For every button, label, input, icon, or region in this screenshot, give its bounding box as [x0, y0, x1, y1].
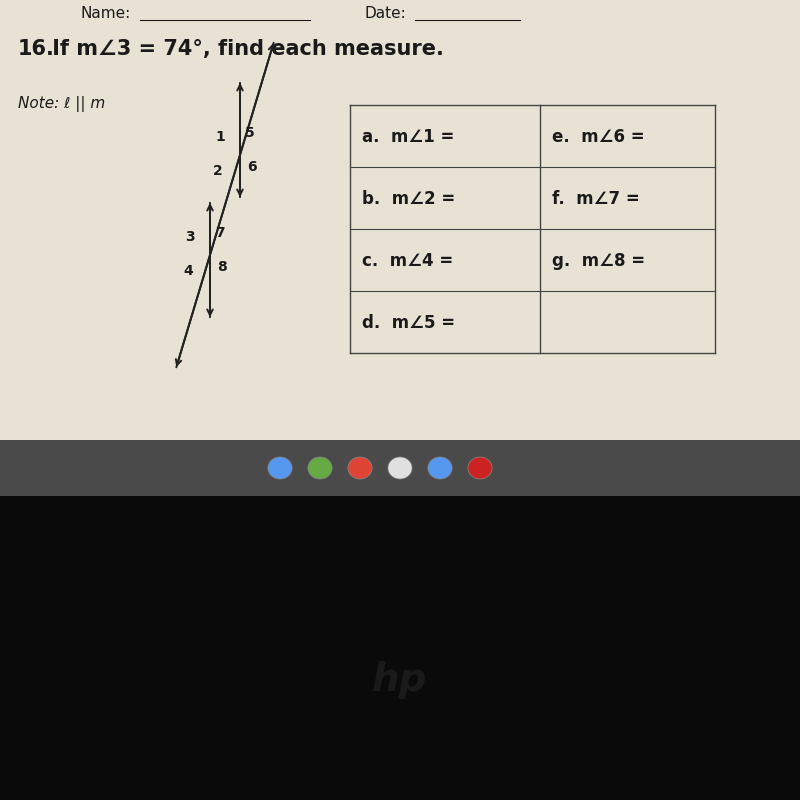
Ellipse shape [468, 457, 492, 479]
Text: e.  m∠6 =: e. m∠6 = [552, 128, 645, 146]
Text: 8: 8 [217, 260, 227, 274]
Ellipse shape [308, 457, 332, 479]
Text: a.  m∠1 =: a. m∠1 = [362, 128, 454, 146]
Text: 7: 7 [215, 226, 225, 240]
Text: f.  m∠7 =: f. m∠7 = [552, 190, 640, 208]
Text: 6: 6 [247, 160, 257, 174]
Text: hp: hp [372, 661, 428, 699]
Text: Date:: Date: [365, 6, 406, 21]
Text: g.  m∠8 =: g. m∠8 = [552, 252, 645, 270]
Text: 16.: 16. [18, 39, 55, 59]
Text: 2: 2 [213, 164, 223, 178]
Text: 3: 3 [185, 230, 195, 244]
Text: 5: 5 [245, 126, 255, 140]
Ellipse shape [428, 457, 452, 479]
Bar [0, 0, 800, 440]
Ellipse shape [268, 457, 292, 479]
Text: 4: 4 [183, 264, 193, 278]
Text: b.  m∠2 =: b. m∠2 = [362, 190, 455, 208]
Bar [0, 440, 800, 496]
Text: c.  m∠4 =: c. m∠4 = [362, 252, 454, 270]
Text: d.  m∠5 =: d. m∠5 = [362, 314, 455, 332]
Bar [0, 496, 800, 800]
Ellipse shape [348, 457, 372, 479]
Text: Name:: Name: [80, 6, 130, 21]
Text: Note: ℓ || m: Note: ℓ || m [18, 96, 106, 112]
Text: 1: 1 [215, 130, 225, 144]
Text: If m∠3 = 74°, find each measure.: If m∠3 = 74°, find each measure. [45, 39, 444, 59]
Ellipse shape [388, 457, 412, 479]
